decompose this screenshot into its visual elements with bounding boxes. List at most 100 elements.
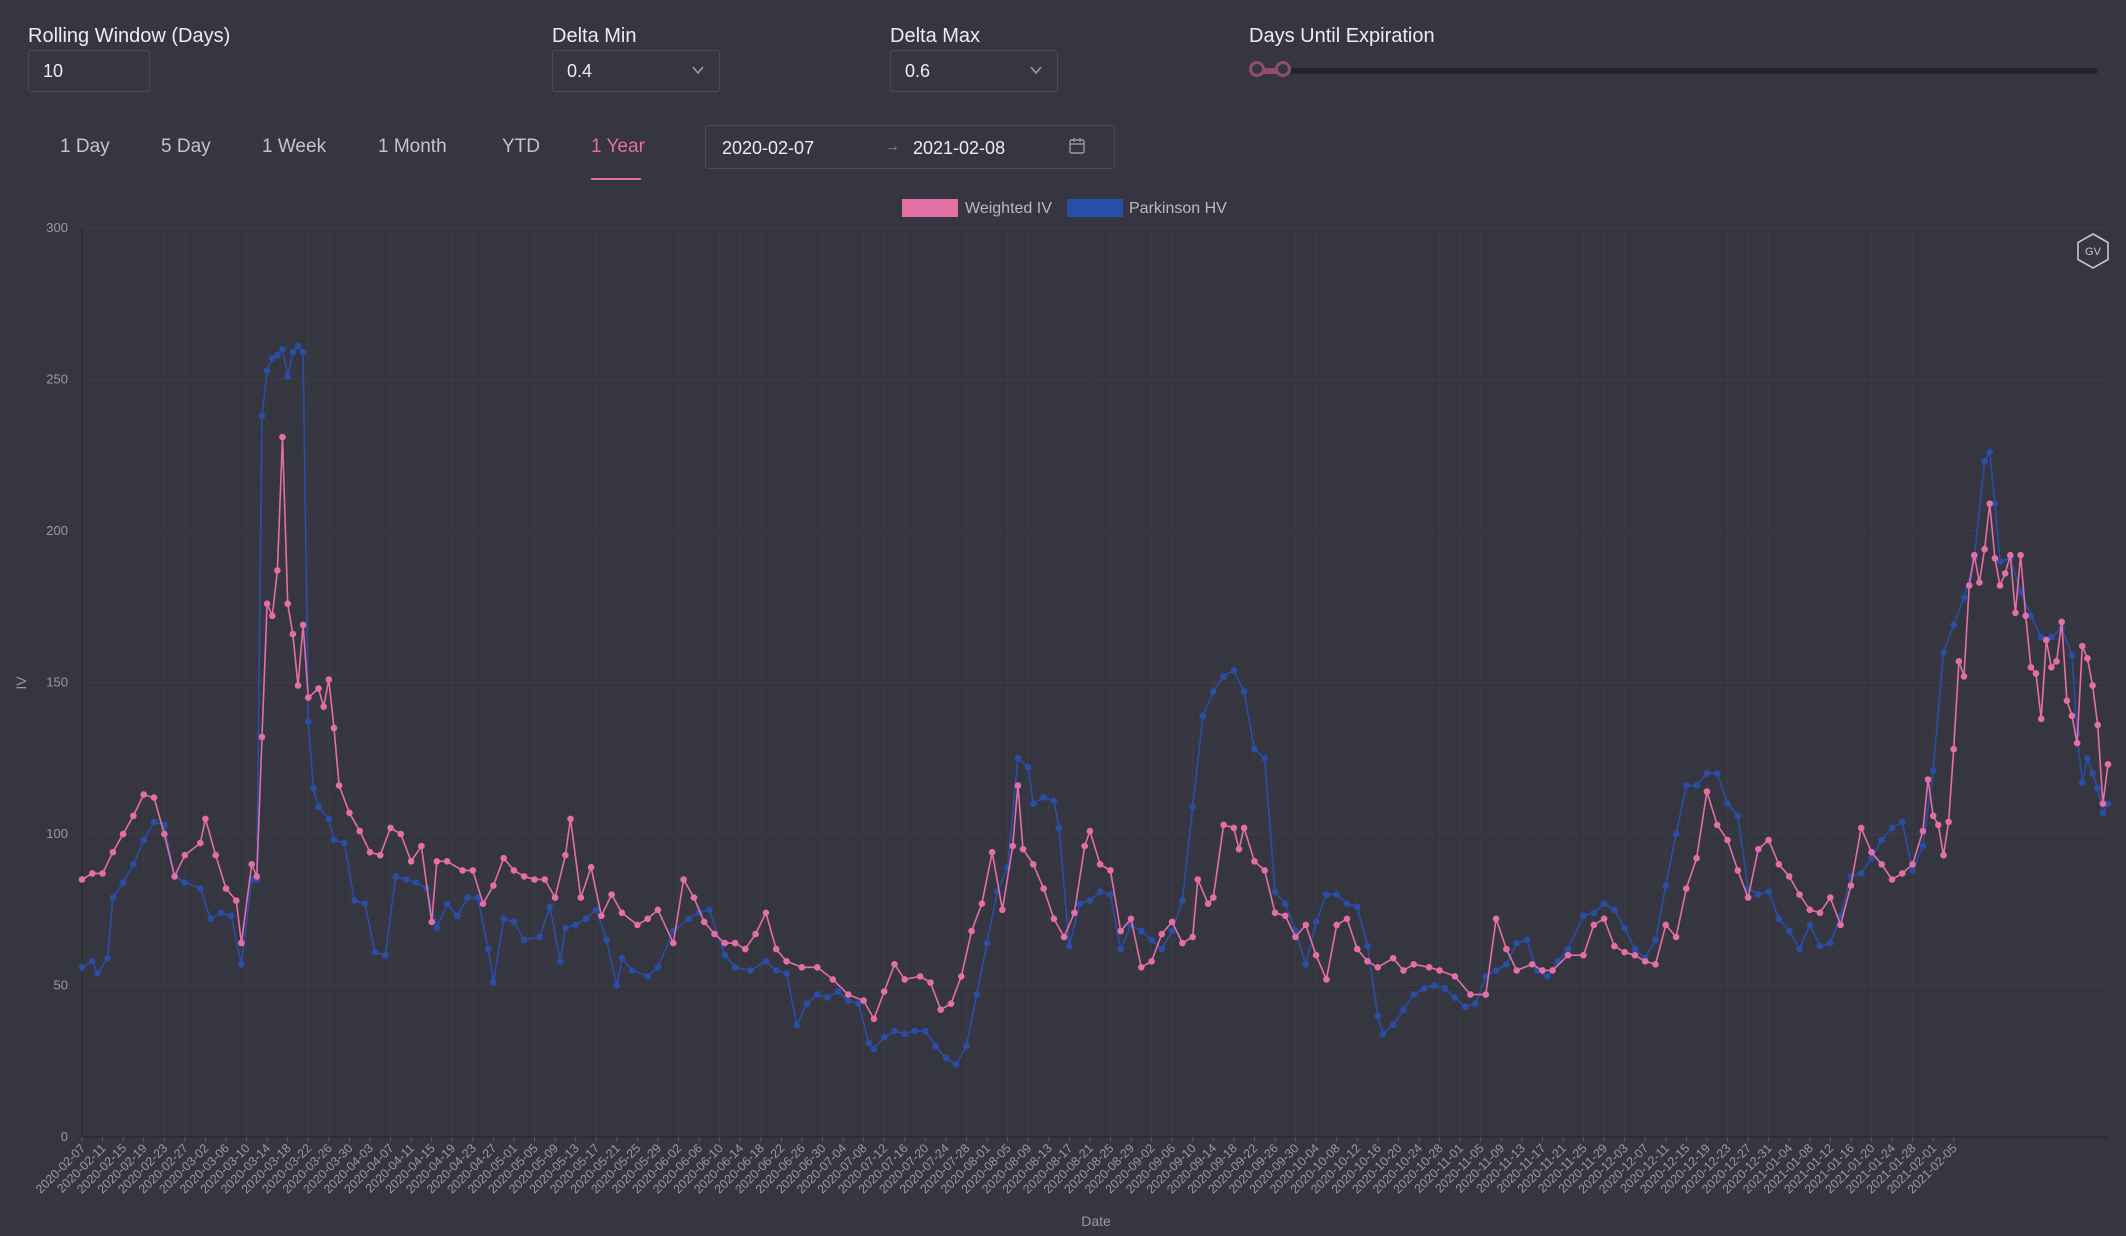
- data-point[interactable]: [366, 848, 374, 856]
- data-point[interactable]: [1806, 921, 1814, 929]
- data-point[interactable]: [1410, 991, 1418, 998]
- data-point[interactable]: [1292, 933, 1299, 941]
- data-point[interactable]: [520, 873, 528, 880]
- data-point[interactable]: [1333, 891, 1340, 898]
- data-point[interactable]: [1950, 621, 1957, 629]
- data-point[interactable]: [459, 867, 466, 874]
- data-point[interactable]: [644, 973, 651, 980]
- data-point[interactable]: [500, 915, 508, 923]
- data-point[interactable]: [654, 964, 662, 971]
- data-point[interactable]: [150, 818, 158, 826]
- data-point[interactable]: [1857, 824, 1865, 832]
- data-point[interactable]: [1857, 870, 1865, 877]
- data-point[interactable]: [968, 927, 975, 935]
- data-point[interactable]: [1878, 836, 1885, 844]
- data-point[interactable]: [294, 682, 302, 689]
- data-point[interactable]: [1451, 994, 1459, 1001]
- data-point[interactable]: [1590, 921, 1598, 929]
- legend-label-parkinson-hv[interactable]: Parkinson HV: [1129, 200, 1227, 217]
- data-point[interactable]: [860, 997, 867, 1004]
- data-point[interactable]: [89, 870, 96, 877]
- data-point[interactable]: [89, 958, 96, 965]
- data-point[interactable]: [1168, 927, 1176, 935]
- data-point[interactable]: [978, 900, 986, 907]
- data-point[interactable]: [1240, 824, 1248, 832]
- data-point[interactable]: [443, 900, 451, 907]
- data-point[interactable]: [1564, 945, 1572, 953]
- data-point[interactable]: [752, 930, 759, 938]
- data-point[interactable]: [762, 958, 770, 965]
- data-point[interactable]: [1374, 1012, 1382, 1020]
- data-point[interactable]: [299, 621, 307, 629]
- data-point[interactable]: [330, 836, 338, 844]
- data-point[interactable]: [1312, 951, 1320, 959]
- data-point[interactable]: [1981, 545, 1988, 553]
- data-point[interactable]: [793, 1021, 801, 1029]
- data-point[interactable]: [1472, 1000, 1479, 1007]
- data-point[interactable]: [469, 867, 477, 874]
- data-point[interactable]: [1009, 842, 1016, 850]
- data-point[interactable]: [618, 909, 626, 917]
- data-point[interactable]: [1940, 648, 1947, 656]
- data-point[interactable]: [1703, 788, 1711, 795]
- data-point[interactable]: [711, 930, 718, 938]
- data-point[interactable]: [402, 876, 410, 883]
- data-point[interactable]: [1935, 821, 1942, 829]
- data-point[interactable]: [880, 1033, 888, 1041]
- data-point[interactable]: [680, 876, 687, 883]
- data-point[interactable]: [1513, 967, 1520, 974]
- data-point[interactable]: [1333, 921, 1340, 929]
- data-point[interactable]: [2027, 612, 2035, 620]
- data-point[interactable]: [1436, 967, 1443, 974]
- expiration-slider-handle-min[interactable]: [1249, 61, 1265, 77]
- data-point[interactable]: [1230, 667, 1238, 674]
- data-point[interactable]: [1400, 1006, 1407, 1013]
- data-point[interactable]: [258, 733, 266, 741]
- data-point[interactable]: [238, 939, 245, 947]
- data-point[interactable]: [454, 912, 461, 920]
- data-point[interactable]: [829, 976, 837, 983]
- data-point[interactable]: [1580, 912, 1587, 920]
- data-point[interactable]: [685, 915, 693, 923]
- data-point[interactable]: [2017, 551, 2024, 559]
- data-point[interactable]: [2099, 809, 2107, 817]
- data-point[interactable]: [721, 951, 729, 959]
- data-point[interactable]: [1713, 770, 1721, 777]
- data-point[interactable]: [2068, 712, 2076, 720]
- data-point[interactable]: [1127, 915, 1135, 923]
- data-point[interactable]: [618, 954, 626, 962]
- data-point[interactable]: [479, 900, 487, 907]
- data-point[interactable]: [1353, 945, 1361, 953]
- data-point[interactable]: [1364, 942, 1371, 950]
- data-point[interactable]: [1549, 967, 1556, 974]
- data-point[interactable]: [371, 948, 379, 956]
- data-point[interactable]: [1282, 900, 1289, 907]
- data-point[interactable]: [1621, 924, 1628, 932]
- tab-1-day[interactable]: 1 Day: [60, 136, 110, 157]
- data-point[interactable]: [783, 958, 790, 965]
- data-point[interactable]: [844, 991, 852, 998]
- data-point[interactable]: [2099, 800, 2107, 807]
- data-point[interactable]: [942, 1054, 950, 1062]
- data-point[interactable]: [988, 848, 996, 856]
- data-point[interactable]: [1909, 867, 1916, 874]
- data-point[interactable]: [269, 355, 276, 362]
- data-point[interactable]: [1847, 882, 1855, 889]
- data-point[interactable]: [78, 876, 86, 883]
- data-point[interactable]: [1652, 936, 1659, 944]
- data-point[interactable]: [1683, 885, 1690, 892]
- expiration-slider-track[interactable]: [1262, 68, 2098, 74]
- data-point[interactable]: [1868, 854, 1875, 862]
- data-point[interactable]: [310, 785, 317, 792]
- data-point[interactable]: [1220, 673, 1227, 680]
- data-point[interactable]: [1976, 579, 1983, 586]
- data-point[interactable]: [1086, 827, 1094, 835]
- data-point[interactable]: [1148, 958, 1155, 965]
- data-point[interactable]: [2068, 651, 2076, 659]
- data-point[interactable]: [1030, 800, 1037, 807]
- data-point[interactable]: [1929, 812, 1937, 820]
- data-point[interactable]: [130, 812, 137, 820]
- data-point[interactable]: [325, 676, 333, 683]
- data-point[interactable]: [1672, 830, 1680, 838]
- data-point[interactable]: [1158, 930, 1166, 938]
